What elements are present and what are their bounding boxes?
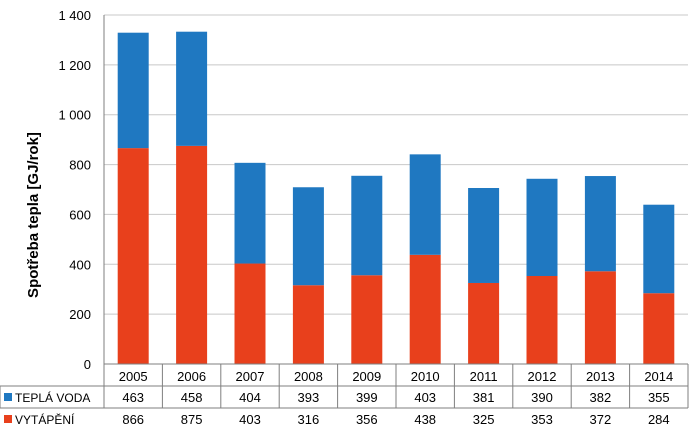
y-tick-label: 1 200 (58, 58, 91, 73)
data-table-cell: 463 (122, 390, 144, 405)
bar-tepl-voda (176, 31, 208, 146)
bar-vyt-p-n- (643, 293, 675, 364)
data-table-cell: 875 (181, 412, 203, 427)
y-axis: 0 200 400 600 800 1 000 1 200 1 400 (58, 8, 105, 372)
y-tick-label: 200 (69, 307, 91, 322)
bar-vyt-p-n- (468, 282, 500, 364)
legend-swatch (4, 415, 12, 423)
bar-tepl-voda (292, 187, 324, 286)
bar-vyt-p-n- (584, 271, 616, 364)
x-tick-label: 2009 (352, 369, 381, 384)
x-tick-label: 2005 (119, 369, 148, 384)
bar-tepl-voda (526, 178, 558, 277)
y-tick-label: 800 (69, 158, 91, 173)
data-table-cell: 356 (356, 412, 378, 427)
x-tick-label: 2008 (294, 369, 323, 384)
y-axis-label: Spotřeba tepla [GJ/rok] (25, 132, 42, 298)
legend-label: TEPLÁ VODA (15, 390, 90, 405)
x-tick-label: 2013 (586, 369, 615, 384)
x-tick-label: 2014 (644, 369, 673, 384)
data-table-cell: 458 (181, 390, 203, 405)
legend-swatch (4, 393, 12, 401)
y-tick-label: 600 (69, 207, 91, 222)
bar-vyt-p-n- (351, 275, 383, 364)
bar-vyt-p-n- (409, 254, 441, 364)
bar-tepl-voda (468, 188, 500, 283)
data-table-cell: 353 (531, 412, 553, 427)
data-table-cell: 438 (414, 412, 436, 427)
data-table-cell: 325 (473, 412, 495, 427)
x-tick-label: 2007 (236, 369, 265, 384)
bar-vyt-p-n- (117, 148, 149, 364)
bar-vyt-p-n- (234, 263, 266, 364)
bar-vyt-p-n- (176, 145, 208, 364)
data-table-cell: 316 (298, 412, 320, 427)
y-tick-label: 1 000 (58, 108, 91, 123)
data-table-cell: 399 (356, 390, 378, 405)
y-tick-label: 0 (84, 357, 91, 372)
bar-tepl-voda (234, 162, 266, 264)
bar-tepl-voda (584, 176, 616, 272)
x-tick-label: 2010 (411, 369, 440, 384)
bar-tepl-voda (117, 32, 149, 149)
data-table-cell: 393 (298, 390, 320, 405)
data-table-cell: 866 (122, 412, 144, 427)
bars (117, 31, 675, 364)
bar-tepl-voda (409, 154, 441, 255)
data-table-cell: 390 (531, 390, 553, 405)
data-table: 2005 2006 2007 2008 2009 2010 2011 2012 2013 2014… (0, 363, 689, 427)
bar-vyt-p-n- (526, 276, 558, 364)
data-table-cell: 403 (239, 412, 261, 427)
bar-tepl-voda (351, 175, 383, 276)
bar-vyt-p-n- (292, 285, 324, 364)
data-table-cell: 355 (648, 390, 670, 405)
data-table-cell: 382 (590, 390, 612, 405)
bar-tepl-voda (643, 204, 675, 294)
data-table-cell: 284 (648, 412, 670, 427)
legend-label: VYTÁPĚNÍ (15, 412, 75, 427)
data-table-cell: 381 (473, 390, 495, 405)
data-table-cell: 403 (414, 390, 436, 405)
x-tick-label: 2012 (528, 369, 557, 384)
data-table-cell: 404 (239, 390, 261, 405)
y-tick-label: 1 400 (58, 8, 91, 23)
x-tick-label: 2006 (177, 369, 206, 384)
y-tick-label: 400 (69, 257, 91, 272)
x-tick-label: 2011 (470, 369, 498, 384)
data-table-cell: 372 (590, 412, 612, 427)
